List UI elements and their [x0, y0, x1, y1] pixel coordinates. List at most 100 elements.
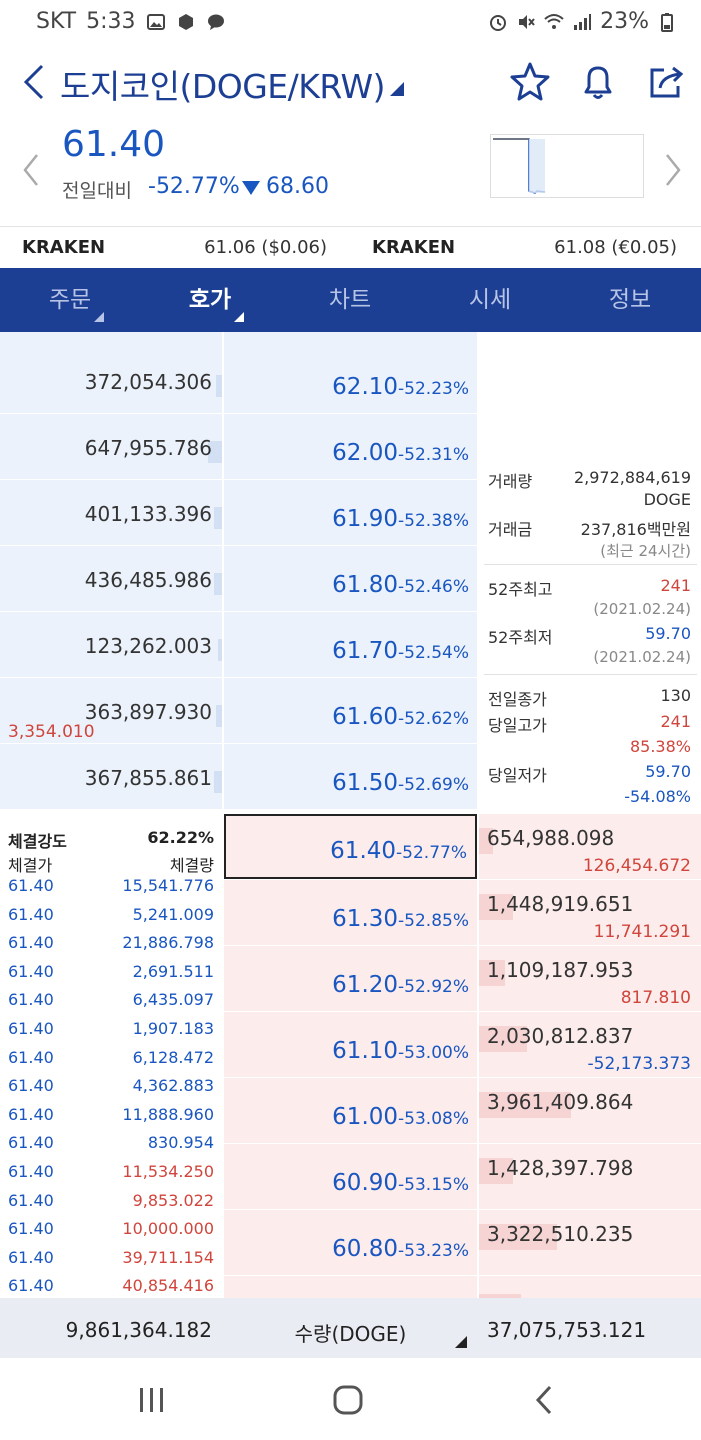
ask-row[interactable]: 372,054.306 62.10-52.23% [0, 348, 477, 414]
tab-orderbook[interactable]: 호가 [140, 268, 280, 332]
ask-price-group: 61.50-52.69% [332, 770, 469, 796]
trade-price: 61.40 [8, 1047, 54, 1067]
trade-price: 61.40 [8, 876, 54, 895]
ask-depth-bar [214, 771, 222, 793]
ask-price-cell[interactable]: 61.60-52.62% [224, 678, 477, 743]
ask-row[interactable]: 401,133.396 61.90-52.38% [0, 480, 477, 546]
title-dropdown-icon[interactable] [388, 80, 404, 96]
ask-row[interactable]: 647,955.786 62.00-52.31% [0, 414, 477, 480]
bid-row[interactable]: 61.20-52.92% 1,109,187.953 817.810 [224, 946, 701, 1012]
bid-price-cell-current[interactable]: 61.40-52.77% [224, 814, 477, 879]
bid-volume-cell: 1,448,919.651 11,741.291 [479, 880, 701, 945]
orderbook[interactable]: 372,054.306 62.10-52.23% 647,955.786 62.… [0, 332, 701, 1298]
bid-row[interactable]: 61.10-53.00% 2,030,812.837 -52,173.373 [224, 1012, 701, 1078]
tab-order[interactable]: 주문 [0, 268, 140, 332]
bid-price-cell[interactable]: 60.80-53.23% [224, 1210, 477, 1275]
bid-price-cell[interactable]: 61.00-53.08% [224, 1078, 477, 1143]
trade-price: 61.40 [8, 904, 54, 924]
prev-close-value: 130 [660, 686, 691, 705]
bid-row[interactable]: 60.90-53.15% 1,428,397.798 [224, 1144, 701, 1210]
bid-rate: -52.85% [398, 911, 469, 931]
tab-info[interactable]: 정보 [560, 268, 700, 332]
ask-row-partial [224, 332, 477, 348]
trade-price: 61.40 [8, 1162, 54, 1181]
bid-price-group: 61.00-53.08% [332, 1104, 469, 1130]
bid-volume: 1,448,919.651 [487, 892, 634, 916]
bid-price-cell[interactable]: 61.20-52.92% [224, 946, 477, 1011]
bid-row[interactable]: 61.40-52.77% 654,988.098 126,454.672 [224, 814, 701, 880]
bid-price-cell[interactable]: 60.90-53.15% [224, 1144, 477, 1209]
ask-price-group: 61.70-52.54% [332, 638, 469, 664]
bid-price-cell[interactable]: 61.30-52.85% [224, 880, 477, 945]
ask-price-cell[interactable]: 61.70-52.54% [224, 612, 477, 677]
bid-row[interactable]: 61.00-53.08% 3,961,409.864 [224, 1078, 701, 1144]
unit-selector[interactable]: 수량(DOGE) [224, 1298, 477, 1358]
amount-value: 237,816백만원 [580, 520, 691, 539]
trade-row: 61.40 6,128.472 [0, 1048, 222, 1076]
bid-volume-cell: 2,030,812.837 -52,173.373 [479, 1012, 701, 1077]
trade-row: 61.40 11,534.250 [0, 1162, 222, 1190]
ask-row[interactable]: 363,897.930 3,354.010 61.60-52.62% [0, 678, 477, 744]
mini-chart[interactable] [490, 134, 644, 198]
trade-price: 61.40 [8, 1219, 54, 1239]
day-high-value: 241 [660, 712, 691, 731]
ask-price-cell[interactable]: 62.10-52.23% [224, 348, 477, 413]
amount-note: (최근 24시간) [600, 542, 691, 560]
ask-row[interactable]: 123,262.003 61.70-52.54% [0, 612, 477, 678]
ask-rate: -52.62% [398, 709, 469, 729]
home-icon[interactable] [318, 1378, 378, 1422]
prev-coin-icon[interactable] [20, 152, 42, 188]
bell-icon[interactable] [576, 60, 620, 104]
ask-rate: -52.23% [398, 379, 469, 399]
ask-volume-cell: 367,855.861 [0, 744, 222, 809]
bid-price: 61.20 [332, 972, 399, 998]
trade-qty: 6,435.097 [132, 990, 214, 1010]
next-coin-icon[interactable] [662, 152, 684, 188]
bid-price: 61.40 [330, 838, 397, 864]
ask-depth-bar [218, 639, 222, 661]
ask-volume: 372,054.306 [84, 370, 212, 394]
star-icon[interactable] [508, 60, 552, 104]
ask-price-cell[interactable]: 61.80-52.46% [224, 546, 477, 611]
ask-row[interactable]: 436,485.986 61.80-52.46% [0, 546, 477, 612]
tab-label: 정보 [608, 287, 652, 313]
trade-price: 61.40 [8, 1076, 54, 1096]
bid-row[interactable]: 60.80-53.23% 3,322,510.235 [224, 1210, 701, 1276]
ask-price-cell[interactable]: 61.50-52.69% [224, 744, 477, 809]
bid-depth-bar [479, 1224, 557, 1250]
bid-price-cell[interactable]: 61.10-53.00% [224, 1012, 477, 1077]
recent-apps-icon[interactable] [122, 1378, 182, 1422]
bid-volume: 654,988.098 [487, 826, 615, 850]
ask-price: 61.50 [332, 770, 399, 796]
back-nav-icon[interactable] [514, 1378, 574, 1422]
bid-change-amount: 11,741.291 [593, 922, 691, 942]
bid-depth-bar [479, 1092, 571, 1118]
ask-total: 9,861,364.182 [65, 1318, 212, 1342]
bid-row[interactable]: 61.30-52.85% 1,448,919.651 11,741.291 [224, 880, 701, 946]
tab-market[interactable]: 시세 [420, 268, 560, 332]
strength-label: 체결강도 [8, 832, 67, 851]
trade-price: 61.40 [8, 990, 54, 1010]
tab-chart[interactable]: 차트 [280, 268, 420, 332]
ask-price-cell[interactable]: 62.00-52.31% [224, 414, 477, 479]
ask-depth-bar [208, 441, 222, 463]
exchange-value: 61.06 ($0.06) [204, 237, 327, 258]
trade-row: 61.40 6,435.097 [0, 990, 222, 1018]
trade-qty: 5,241.009 [132, 904, 214, 924]
back-icon[interactable] [16, 60, 52, 104]
ask-depth-bar [214, 507, 222, 529]
ask-price-cell[interactable]: 61.90-52.38% [224, 480, 477, 545]
bid-rate: -53.23% [398, 1241, 469, 1261]
ask-row[interactable]: 367,855.861 61.50-52.69% [0, 744, 477, 810]
trade-qty: 10,000.000 [122, 1219, 214, 1239]
bid-volume: 1,428,397.798 [487, 1156, 634, 1180]
title-bar: 도지코인(DOGE/KRW) [0, 52, 701, 114]
page-title[interactable]: 도지코인(DOGE/KRW) [60, 67, 385, 106]
bid-depth-bar [479, 828, 493, 854]
trade-qty: 830.954 [147, 1133, 214, 1153]
bid-price-group: 60.80-53.23% [332, 1236, 469, 1262]
ask-volume: 363,897.930 [84, 700, 212, 724]
bid-price: 61.30 [332, 906, 399, 932]
high52-value: 241 [660, 576, 691, 595]
share-icon[interactable] [644, 60, 688, 104]
